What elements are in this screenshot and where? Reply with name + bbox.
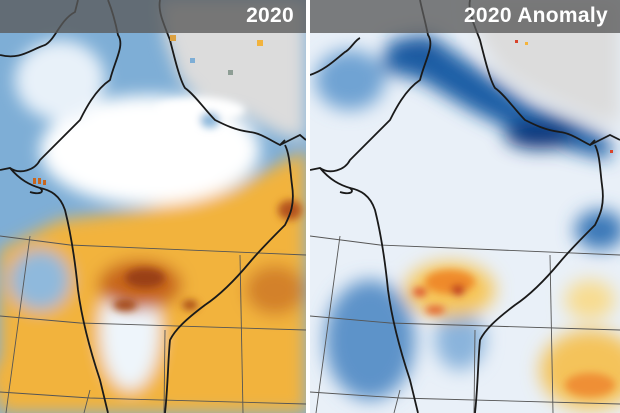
map-panel-2020-anomaly: 2020 Anomaly (310, 0, 620, 413)
graticule (310, 235, 620, 413)
panel-divider (306, 0, 310, 413)
graticule (0, 235, 306, 413)
data-speckles (33, 35, 263, 185)
panel-header-band (0, 0, 306, 33)
map-2020-anomaly (310, 0, 620, 413)
country-borders (0, 0, 306, 413)
panel-title-2020-anomaly: 2020 Anomaly (463, 4, 608, 27)
panel-title-2020: 2020 (246, 4, 294, 27)
data-speckles (515, 40, 613, 153)
panel-header-band (310, 0, 620, 33)
map-panel-2020: 2020 (0, 0, 306, 413)
map-2020 (0, 0, 306, 413)
